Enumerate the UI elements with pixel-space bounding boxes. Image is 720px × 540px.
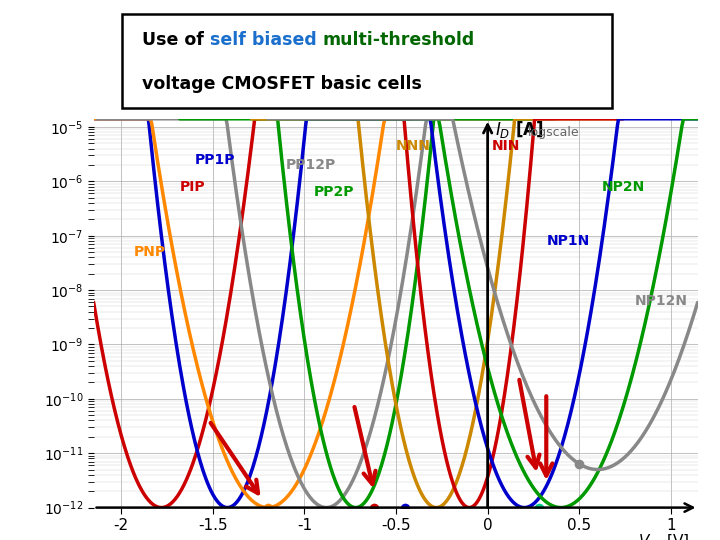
Text: NP12N: NP12N [634, 294, 688, 308]
Text: PP1P: PP1P [194, 153, 235, 166]
FancyBboxPatch shape [122, 14, 612, 108]
Text: voltage CMOSFET basic cells: voltage CMOSFET basic cells [142, 76, 422, 93]
Text: multi-threshold: multi-threshold [323, 31, 475, 49]
Text: PNP: PNP [134, 245, 166, 259]
Text: logscale: logscale [528, 126, 580, 139]
Text: $I_D$ [A]: $I_D$ [A] [495, 119, 544, 140]
Text: PP12P: PP12P [286, 158, 336, 172]
Text: PIP: PIP [180, 180, 205, 194]
Text: NNN: NNN [396, 139, 431, 153]
Text: NP1N: NP1N [546, 234, 590, 248]
Text: self biased: self biased [210, 31, 317, 49]
Text: $V_{gs}$ [V]: $V_{gs}$ [V] [638, 532, 689, 540]
Text: Use of: Use of [142, 31, 210, 49]
Text: NP2N: NP2N [601, 180, 644, 194]
Text: NIN: NIN [491, 139, 520, 153]
Text: PP2P: PP2P [313, 185, 354, 199]
